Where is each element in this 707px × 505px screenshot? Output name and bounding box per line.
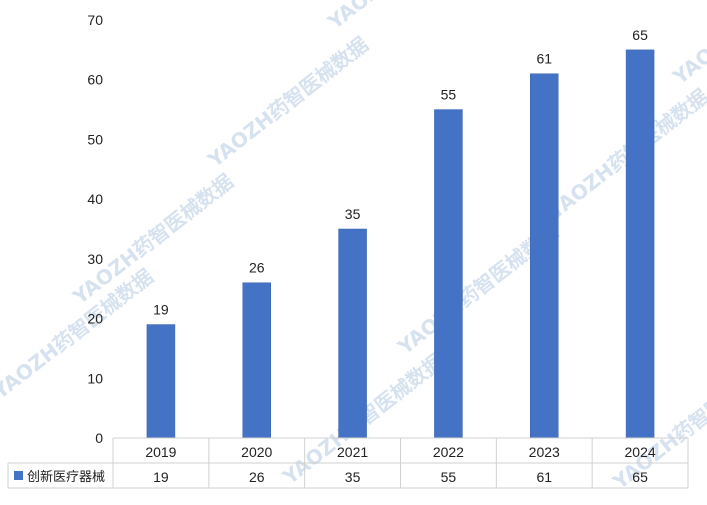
table-value: 61	[536, 469, 552, 485]
watermark-text: YAOZH药智医械数据	[668, 0, 707, 90]
y-tick-label: 60	[87, 72, 103, 88]
data-label: 35	[345, 206, 361, 222]
x-tick-label: 2022	[433, 444, 464, 460]
watermark-text: YAOZH药智医械数据	[543, 84, 707, 224]
data-table: 2019 19 2020 26 2021 35 2022 55 2023 61 2024 65 创新医疗…	[7, 437, 689, 489]
legend-label: 创新医疗器械	[27, 469, 105, 485]
legend-swatch	[14, 471, 23, 480]
data-label: 65	[632, 27, 648, 43]
bar	[625, 49, 655, 439]
table-value: 65	[632, 469, 648, 485]
y-tick-label: 40	[87, 191, 103, 207]
watermark-text: YAOZH药智医械数据	[323, 0, 493, 35]
table-value: 55	[441, 469, 457, 485]
data-labels: 19 26 35 55 61 65	[153, 27, 648, 318]
watermark-text: YAOZH药智医械数据	[608, 354, 707, 494]
bar	[530, 73, 559, 439]
watermark-text: YAOZH药智医械数据	[203, 32, 373, 172]
table-value: 35	[345, 469, 361, 485]
y-tick-label: 50	[87, 131, 103, 147]
y-tick-label: 20	[87, 311, 103, 327]
y-axis-ticks: 0 10 20 30 40 50 60 70	[87, 12, 103, 446]
y-tick-label: 0	[95, 430, 103, 446]
bars-group	[146, 49, 655, 439]
bar	[146, 324, 176, 439]
bar	[242, 282, 271, 439]
data-label: 55	[441, 87, 457, 103]
x-tick-label: 2024	[625, 444, 656, 460]
x-tick-label: 2019	[145, 444, 176, 460]
bar	[338, 228, 367, 439]
x-tick-label: 2021	[337, 444, 368, 460]
y-tick-label: 30	[87, 251, 103, 267]
data-label: 19	[153, 302, 169, 318]
table-value: 19	[153, 469, 169, 485]
y-tick-label: 10	[87, 370, 103, 386]
data-label: 26	[249, 260, 265, 276]
x-tick-label: 2020	[241, 444, 272, 460]
bar	[434, 109, 463, 439]
y-tick-label: 70	[87, 12, 103, 28]
table-value: 26	[249, 469, 265, 485]
x-tick-label: 2023	[529, 444, 560, 460]
data-label: 61	[536, 51, 552, 67]
